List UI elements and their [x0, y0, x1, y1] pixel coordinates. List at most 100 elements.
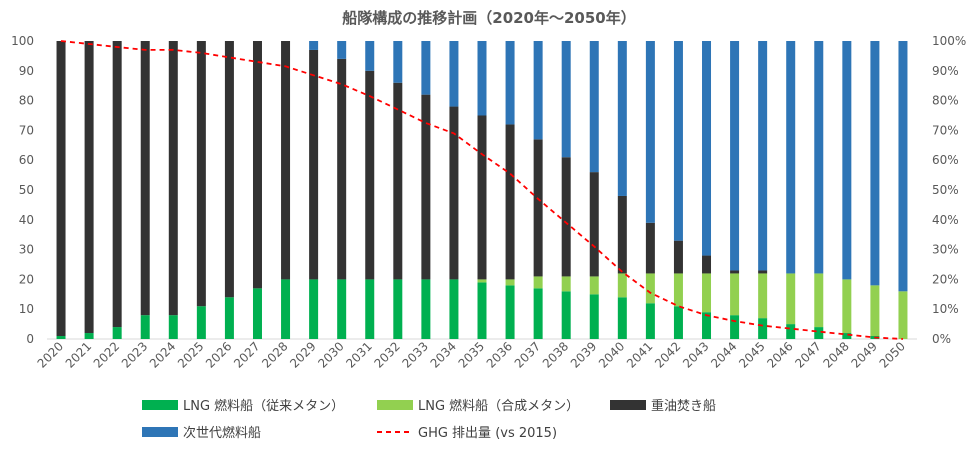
x-tick-label: 2041: [624, 339, 655, 370]
bar-segment: [645, 273, 655, 304]
bar-segment: [730, 315, 740, 339]
bar-segment: [365, 41, 375, 71]
bar-segment: [617, 41, 627, 196]
x-tick-label: 2040: [596, 339, 627, 370]
bar-segment: [814, 327, 824, 339]
bar-segment: [365, 279, 375, 339]
bar-segment: [533, 288, 543, 339]
bar-segment: [309, 41, 319, 50]
legend-swatch: [142, 427, 178, 437]
bar-segment: [337, 279, 347, 339]
bar-segment: [730, 41, 740, 271]
bar-segment: [168, 41, 178, 316]
x-tick-label: 2031: [343, 339, 374, 370]
x-tick-label: 2047: [792, 339, 823, 370]
x-tick-label: 2042: [652, 339, 683, 370]
bar-segment: [617, 195, 627, 274]
bar-segment: [645, 303, 655, 339]
bar-segment: [842, 279, 852, 334]
x-tick-label: 2022: [91, 339, 122, 370]
y-tick-label: 100: [11, 34, 34, 48]
bar-segment: [870, 285, 880, 337]
bar-segment: [168, 315, 178, 339]
bar-segment: [758, 318, 768, 339]
bar-segment: [56, 336, 66, 339]
bar-segment: [702, 312, 712, 339]
bar-segment: [673, 41, 683, 241]
bar-segment: [224, 41, 234, 298]
y-tick-label: 90: [19, 64, 34, 78]
bar-segment: [673, 306, 683, 339]
bar-segment: [309, 49, 319, 280]
x-tick-label: 2033: [399, 339, 430, 370]
bar-segment: [505, 41, 515, 125]
bar-segment: [112, 41, 122, 328]
bar-segment: [730, 273, 740, 316]
x-tick-label: 2050: [877, 339, 908, 370]
bar-segment: [365, 70, 375, 280]
bar-segment: [449, 279, 459, 339]
x-tick-label: 2029: [287, 339, 318, 370]
legend-swatch: [377, 400, 413, 410]
bar-segment: [477, 41, 487, 116]
legend-swatch: [142, 400, 178, 410]
legend-label: LNG 燃料船（従来メタン）: [183, 398, 344, 414]
ghg-series-line: [60, 40, 904, 340]
x-tick-label: 2036: [484, 339, 515, 370]
bar-segment: [617, 297, 627, 339]
bar-segment: [196, 41, 206, 307]
x-tick-label: 2039: [568, 339, 599, 370]
x-tick-label: 2028: [259, 339, 290, 370]
legend-label: GHG 排出量 (vs 2015): [418, 426, 557, 441]
bar-segment: [56, 41, 66, 337]
bar-segment: [589, 294, 599, 339]
chart-title: 船隊構成の推移計画（2020年～2050年）: [342, 9, 636, 27]
x-tick-label: 2026: [203, 339, 234, 370]
bar-segment: [84, 41, 94, 334]
x-tick-label: 2035: [456, 339, 487, 370]
y-tick-label: 0: [26, 332, 34, 346]
y2-tick-label: 30%: [932, 243, 959, 257]
bar-segment: [140, 41, 150, 316]
bar-segment: [786, 273, 796, 325]
bar-segment: [898, 291, 908, 339]
bar-segment: [842, 333, 852, 339]
bar-segment: [505, 279, 515, 286]
bar-segment: [393, 279, 403, 339]
bar-segment: [702, 255, 712, 274]
bar-segment: [673, 240, 683, 274]
bar-segment: [758, 270, 768, 274]
bar-segment: [758, 41, 768, 271]
bar-segment: [589, 172, 599, 277]
bar-segment: [337, 41, 347, 59]
x-tick-label: 2045: [736, 339, 767, 370]
x-tick-label: 2025: [175, 339, 206, 370]
x-tick-label: 2038: [540, 339, 571, 370]
y2-tick-label: 20%: [932, 272, 959, 286]
x-tick-label: 2048: [820, 339, 851, 370]
x-tick-label: 2023: [119, 339, 150, 370]
bar-segment: [758, 273, 768, 319]
bar-segment: [421, 94, 431, 280]
bar-segment: [898, 41, 908, 292]
bar-segment: [702, 41, 712, 256]
x-tick-label: 2037: [512, 339, 543, 370]
x-tick-label: 2049: [849, 339, 880, 370]
y-tick-label: 40: [19, 213, 34, 227]
bar-segment: [421, 279, 431, 339]
x-tick-label: 2044: [708, 339, 739, 370]
legend-label: LNG 燃料船（合成メタン）: [418, 398, 579, 414]
bar-segment: [421, 41, 431, 95]
y2-tick-label: 70%: [932, 123, 959, 137]
bar-segment: [449, 41, 459, 107]
bar-segment: [589, 276, 599, 295]
bar-segment: [112, 327, 122, 339]
x-tick-label: 2046: [764, 339, 795, 370]
bar-segment: [673, 273, 683, 307]
bar-segment: [393, 82, 403, 280]
y2-tick-label: 90%: [932, 64, 959, 78]
y-tick-label: 20: [19, 272, 34, 286]
x-tick-label: 2030: [315, 339, 346, 370]
